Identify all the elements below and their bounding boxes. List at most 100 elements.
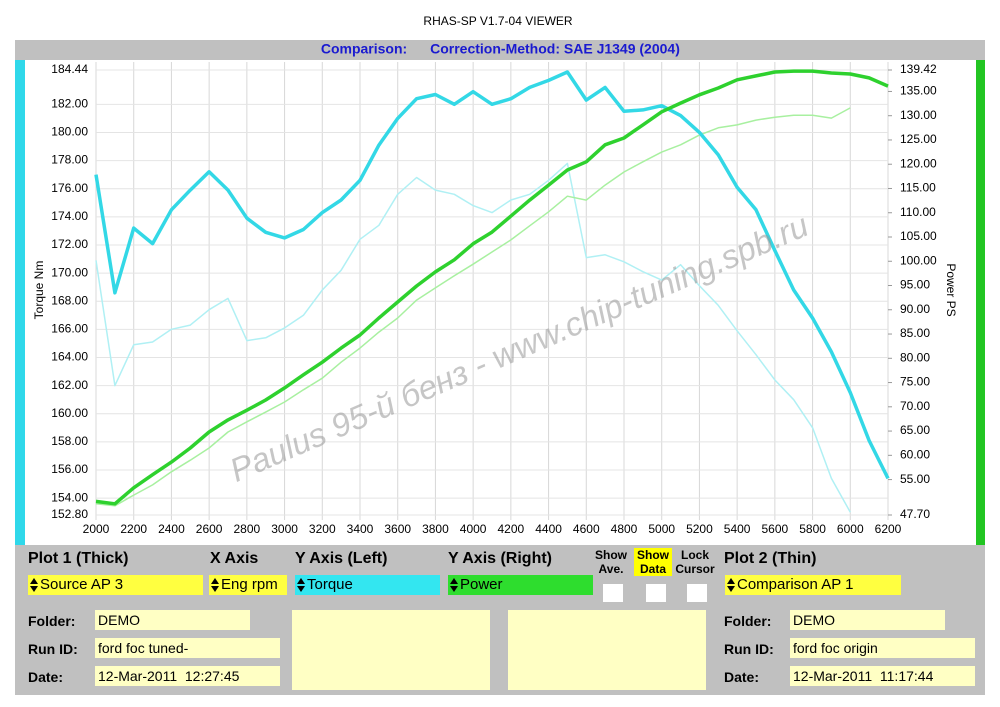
y-tick-label: 178.00 <box>51 153 88 167</box>
heading: Plot 1 (Thick) <box>28 550 129 567</box>
x-tick-label: 5400 <box>724 522 751 536</box>
y2-tick-label: 80.00 <box>900 350 930 364</box>
y-tick-label: 158.00 <box>51 434 88 448</box>
y2-tick-label: 120.00 <box>900 156 937 170</box>
x-tick-label: 2600 <box>196 522 223 536</box>
y-tick-label: 180.00 <box>51 125 88 139</box>
y2-tick-label: 95.00 <box>900 278 930 292</box>
x-tick-label: 4800 <box>611 522 638 536</box>
y2-tick-label: 135.00 <box>900 84 937 98</box>
field-label: Date: <box>28 669 64 685</box>
comparison-label: Comparison: <box>321 41 407 57</box>
y2-tick-label: 110.00 <box>900 205 936 219</box>
y-tick-label: 164.00 <box>51 350 88 364</box>
x-tick-label: 2000 <box>83 522 110 536</box>
x-tick-label: 4200 <box>498 522 525 536</box>
x-tick-label: 5800 <box>799 522 826 536</box>
x-tick-label: 3600 <box>384 522 411 536</box>
heading: Y Axis (Right) <box>448 550 553 567</box>
x-tick-label: 3200 <box>309 522 336 536</box>
watermark: Paulus 95-й бенз - www.chip-tuning.spb.r… <box>224 206 813 489</box>
y-tick-label: 172.00 <box>51 237 88 251</box>
y-tick-label: 184.44 <box>51 62 88 76</box>
y-tick-label: 168.00 <box>51 293 88 307</box>
y-tick-label: 166.00 <box>51 322 88 336</box>
x-tick-label: 2400 <box>158 522 185 536</box>
field-label: Run ID: <box>28 641 78 657</box>
y-tick-label: 154.00 <box>51 490 88 504</box>
y2-tick-label: 115.00 <box>900 181 936 195</box>
data-line <box>95 162 851 513</box>
show-ave-checkbox[interactable] <box>603 584 623 602</box>
y-tick-label: 156.00 <box>51 462 88 476</box>
y2-tick-label: 105.00 <box>900 229 937 243</box>
info-box <box>292 610 490 690</box>
x-tick-label: 3800 <box>422 522 449 536</box>
y2-axis-label: Power PS <box>944 263 958 316</box>
heading: Show Data <box>634 548 672 576</box>
plot1-selector[interactable]: Source AP 3 <box>28 575 203 595</box>
data-line <box>94 70 890 480</box>
x-tick-label: 5000 <box>648 522 675 536</box>
field-value: ford foc origin <box>790 638 975 658</box>
y2-tick-label: 55.00 <box>900 472 930 486</box>
field-label: Folder: <box>724 613 772 629</box>
x-axis-selector[interactable]: Eng rpm <box>209 575 287 595</box>
x-tick-label: 4000 <box>460 522 487 536</box>
x-tick-label: 2800 <box>234 522 261 536</box>
y2-tick-label: 75.00 <box>900 375 930 389</box>
field-value: ford foc tuned- <box>95 638 280 658</box>
x-tick-label: 4600 <box>573 522 600 536</box>
x-tick-label: 6000 <box>837 522 864 536</box>
window-title: RHAS-SP V1.7-04 VIEWER <box>423 14 572 28</box>
right-axis-strip <box>976 60 985 545</box>
field-label: Run ID: <box>724 641 774 657</box>
y-tick-label: 162.00 <box>51 378 88 392</box>
y2-tick-label: 47.70 <box>900 507 930 521</box>
data-line <box>95 107 851 507</box>
show-data-checkbox[interactable] <box>646 584 666 602</box>
info-box <box>508 610 706 690</box>
left-axis-strip <box>15 60 25 545</box>
y2-tick-label: 130.00 <box>900 108 937 122</box>
y-axis-label: Torque Nm <box>32 261 46 320</box>
x-tick-label: 6200 <box>875 522 902 536</box>
x-tick-label: 5200 <box>686 522 713 536</box>
field-value: DEMO <box>95 610 250 630</box>
y2-tick-label: 65.00 <box>900 423 930 437</box>
y2-tick-label: 100.00 <box>900 253 937 267</box>
x-tick-label: 2200 <box>120 522 147 536</box>
y2-tick-label: 60.00 <box>900 447 930 461</box>
plot2-selector[interactable]: Comparison AP 1 <box>725 575 901 595</box>
y-tick-label: 170.00 <box>51 265 88 279</box>
y-tick-label: 176.00 <box>51 181 88 195</box>
field-label: Folder: <box>28 613 76 629</box>
field-label: Date: <box>724 669 760 685</box>
x-tick-label: 3000 <box>271 522 298 536</box>
field-value: 12-Mar-2011 12:27:45 <box>95 666 280 686</box>
x-tick-label: 5600 <box>762 522 789 536</box>
header-bar <box>15 40 985 60</box>
y2-tick-label: 90.00 <box>900 302 930 316</box>
field-value: DEMO <box>790 610 945 630</box>
y-tick-label: 152.80 <box>51 507 88 521</box>
correction-method: Correction-Method: SAE J1349 (2004) <box>430 41 680 57</box>
y-right-selector[interactable]: Power <box>448 575 593 595</box>
lock-cursor-checkbox[interactable] <box>687 584 707 602</box>
field-value: 12-Mar-2011 11:17:44 <box>790 666 975 686</box>
x-tick-label: 3400 <box>347 522 374 536</box>
y2-tick-label: 85.00 <box>900 326 930 340</box>
heading: Y Axis (Left) <box>295 550 388 567</box>
chart: RHAS-SP V1.7-04 VIEWER Comparison: Corre… <box>15 14 985 545</box>
y-tick-label: 174.00 <box>51 209 88 223</box>
y-tick-label: 160.00 <box>51 406 88 420</box>
y-left-selector[interactable]: Torque <box>295 575 440 595</box>
heading: X Axis <box>210 550 259 567</box>
y-tick-label: 182.00 <box>51 96 88 110</box>
data-line <box>95 69 889 506</box>
x-tick-label: 4400 <box>535 522 562 536</box>
y2-tick-label: 125.00 <box>900 132 937 146</box>
heading: Lock Cursor <box>675 548 715 576</box>
heading: Show Ave. <box>595 548 627 576</box>
